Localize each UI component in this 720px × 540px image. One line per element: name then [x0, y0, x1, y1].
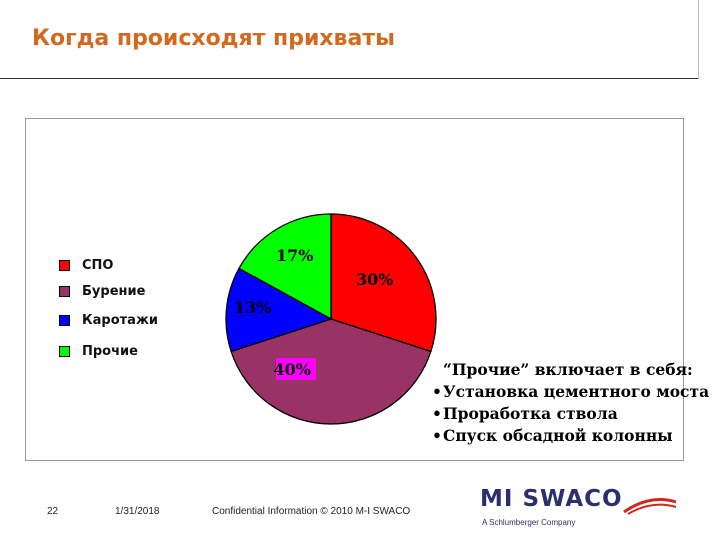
company-logo: MI SWACO A Schlumberger Company	[480, 484, 680, 532]
chart-area: 30% 40% 13% 17% СПО Бурение Каротажи Прочие…	[25, 118, 709, 461]
note-item: • Проработка ствола	[432, 403, 709, 425]
note-item: • Спуск обсадной колонны	[432, 425, 709, 447]
confidential-note: Confidential Information © 2010 M-I SWAC…	[212, 506, 411, 517]
note-item-text: Установка цементного моста	[443, 382, 710, 401]
note-bullet: •	[432, 382, 442, 401]
page-title: Когда происходят прихваты	[32, 26, 395, 51]
note-bullet: •	[432, 404, 442, 423]
note-bullet: •	[432, 426, 442, 445]
logo-wordmark: MI SWACO	[480, 486, 623, 512]
data-label-logging: 13%	[234, 298, 271, 317]
legend-item-logging: Каротажи	[59, 312, 158, 328]
note-item-text: Спуск обсадной колонны	[443, 426, 673, 445]
slice-spo	[330, 213, 437, 353]
slice-logging	[225, 267, 333, 353]
pie-chart: 30% 40% 13% 17%	[225, 213, 437, 425]
legend-item-other: Прочие	[59, 343, 138, 359]
page-number: 22	[47, 506, 59, 517]
data-label-other: 17%	[276, 246, 313, 265]
legend-item-spo: СПО	[59, 257, 113, 273]
data-label-highlight	[276, 358, 316, 380]
logo-subtitle: A Schlumberger Company	[482, 518, 576, 527]
slice-drilling	[230, 318, 432, 425]
data-label-spo: 30%	[356, 270, 393, 289]
legend-label-logging: Каротажи	[82, 312, 158, 328]
logo-swoosh-icon	[623, 498, 677, 515]
legend-swatch-logging	[59, 314, 70, 326]
legend-label-drilling: Бурение	[82, 283, 146, 299]
note-item-text: Проработка ствола	[443, 404, 618, 423]
title-divider	[0, 78, 698, 79]
legend-swatch-spo	[59, 259, 70, 271]
legend-label-other: Прочие	[82, 343, 138, 359]
note-item: • Установка цементного моста	[432, 381, 709, 403]
data-label-drilling: 40%	[274, 360, 311, 379]
legend-swatch-drilling	[59, 285, 70, 297]
legend-item-drilling: Бурение	[59, 283, 145, 299]
legend-swatch-other	[59, 345, 70, 357]
legend-label-spo: СПО	[82, 257, 114, 273]
slide-date: 1/31/2018	[115, 506, 160, 517]
title-vertical-divider	[698, 0, 699, 79]
note-title: “Прочие” включает в себя:	[443, 360, 693, 379]
slice-other	[238, 213, 332, 321]
other-note: “Прочие” включает в себя: • Установка це…	[432, 359, 709, 447]
